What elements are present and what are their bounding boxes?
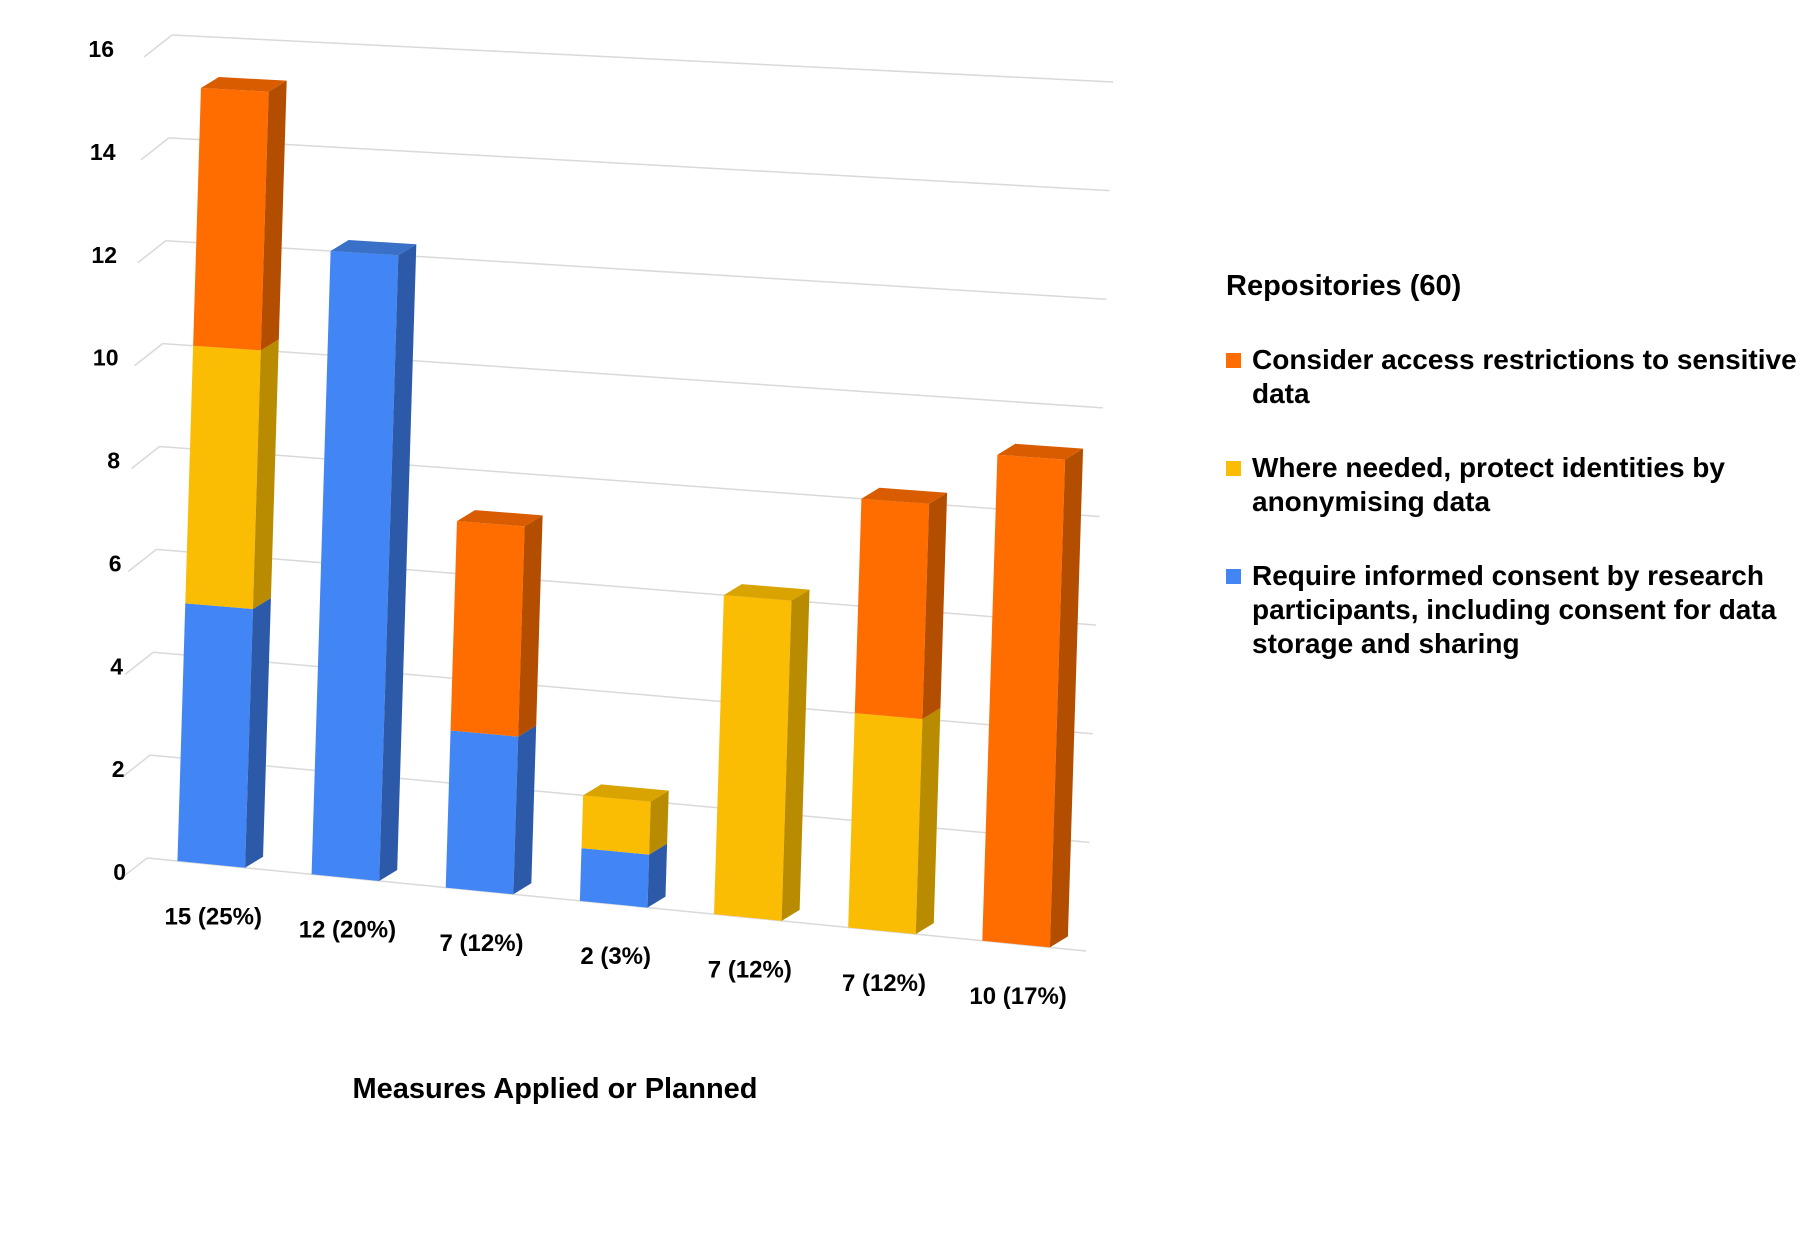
gridline-depth <box>118 857 148 881</box>
y-tick-label: 4 <box>110 653 123 679</box>
y-tick-label: 10 <box>93 345 119 371</box>
legend-title: Repositories (60) <box>1226 270 1462 302</box>
bar-top <box>456 510 543 527</box>
x-tick-label: 7 (12%) <box>842 970 926 997</box>
bar-top <box>861 487 948 504</box>
bar-segment <box>177 603 253 868</box>
bar-segment-side <box>922 492 948 719</box>
legend-item-label: Where needed, protect identities by anon… <box>1252 452 1725 517</box>
x-tick-label: 2 (3%) <box>580 943 651 970</box>
gridline <box>171 34 1114 83</box>
y-tick-label: 6 <box>109 550 122 576</box>
legend: Repositories (60) Consider access restri… <box>1226 270 1806 701</box>
gridline-depth <box>121 754 151 778</box>
bar-segment <box>581 795 651 855</box>
legend-item-access-restrictions: Consider access restrictions to sensitiv… <box>1226 343 1806 411</box>
gridlines <box>118 34 1114 952</box>
bars <box>177 77 1084 948</box>
gridline-depth <box>137 240 167 264</box>
bar-top <box>330 240 417 256</box>
bar-segment <box>982 454 1066 948</box>
bar-stack <box>579 784 669 908</box>
gridline <box>146 857 1087 952</box>
bar-segment-side <box>781 589 810 921</box>
bar-segment <box>450 521 525 737</box>
legend-item-label: Consider access restrictions to sensitiv… <box>1252 344 1797 409</box>
bar-top <box>583 784 669 802</box>
legend-item-informed-consent: Require informed consent by research par… <box>1226 559 1806 661</box>
bar-segment-side <box>1049 448 1084 948</box>
gridline <box>168 137 1110 192</box>
gridline <box>159 445 1100 518</box>
y-tick-label: 14 <box>90 139 116 165</box>
y-tick-label: 0 <box>113 859 126 885</box>
x-tick-label: 15 (25%) <box>165 903 262 930</box>
x-tick-label: 7 (12%) <box>440 930 524 957</box>
bar-segment <box>714 595 792 921</box>
gridline <box>165 240 1107 300</box>
bar-segment-side <box>647 843 668 908</box>
gridline-depth <box>124 651 154 675</box>
x-tick-label: 12 (20%) <box>299 917 396 944</box>
x-tick-label: 10 (17%) <box>969 983 1066 1010</box>
x-axis-category-labels: 15 (25%) 12 (20%) 7 (12%) 2 (3%) 7 (12%) 7 (1… <box>165 903 1067 1010</box>
bar-segment-side <box>915 707 941 935</box>
bar-segment <box>445 730 519 895</box>
x-axis-title: Measures Applied or Planned <box>352 1073 757 1105</box>
bar-stack <box>177 77 287 868</box>
bar-stack <box>445 510 543 895</box>
gridline-depth <box>140 137 170 161</box>
gridline <box>156 548 1097 626</box>
bar-segment-side <box>513 725 537 895</box>
bar-stack <box>982 443 1084 948</box>
bar-segment <box>848 713 923 935</box>
bar-segment-side <box>649 790 669 855</box>
bar-segment-side <box>518 515 543 737</box>
bar-segment-side <box>252 339 279 610</box>
y-axis-ticks: 0 2 4 6 8 10 12 14 16 <box>88 36 126 885</box>
bar-segment <box>185 345 261 610</box>
bar-top <box>997 443 1084 460</box>
bar-segment <box>854 498 930 719</box>
x-tick-label: 7 (12%) <box>708 957 792 984</box>
bar-stack <box>714 584 810 921</box>
gridline-depth <box>131 445 160 470</box>
y-tick-label: 2 <box>112 756 125 782</box>
bar-stack <box>311 240 417 881</box>
legend-swatch-yellow <box>1226 461 1241 476</box>
bar-top <box>200 77 287 92</box>
bar-segment <box>193 88 269 351</box>
bar-segment <box>579 848 650 908</box>
bar-top <box>723 584 810 601</box>
bar-segment-side <box>379 244 417 881</box>
bar-segment-side <box>245 598 271 868</box>
y-tick-label: 12 <box>91 242 117 268</box>
legend-item-label: Require informed consent by research par… <box>1252 560 1777 659</box>
y-tick-label: 16 <box>88 36 114 62</box>
y-tick-label: 8 <box>107 448 120 474</box>
legend-swatch-blue <box>1226 569 1241 584</box>
gridline <box>162 342 1103 409</box>
gridline-depth <box>143 34 173 58</box>
bar-segment-side <box>260 80 287 351</box>
gridline-depth <box>127 548 157 572</box>
gridline-depth <box>134 343 164 367</box>
bar-stack <box>848 487 948 935</box>
legend-item-anonymise: Where needed, protect identities by anon… <box>1226 451 1806 519</box>
legend-swatch-orange <box>1226 353 1241 368</box>
bar-segment <box>311 251 399 881</box>
gridline <box>153 651 1093 735</box>
